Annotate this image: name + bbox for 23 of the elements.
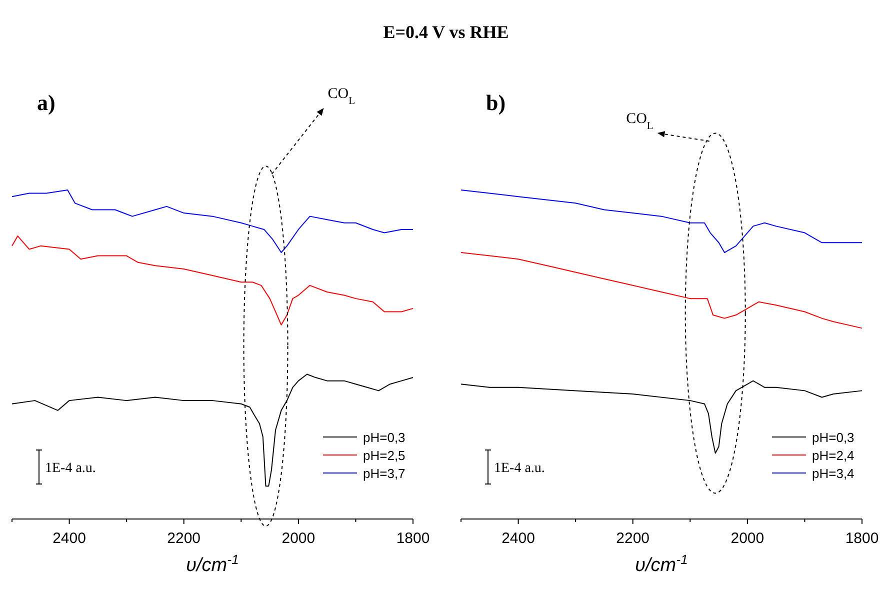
x-tick-label: 2000 bbox=[730, 530, 764, 547]
legend-label: pH=0,3 bbox=[363, 430, 406, 445]
x-axis-title: υ/cm$^{-1}$ bbox=[635, 552, 688, 576]
chart-subtitle: b) bbox=[486, 90, 506, 115]
annotation: 1E-4 a.u. bbox=[494, 461, 545, 476]
x-tick-label: 2000 bbox=[282, 530, 316, 547]
legend-label: pH=3,4 bbox=[812, 466, 854, 481]
text: CO$_{L}$ bbox=[626, 111, 654, 132]
legend-label: pH=2,5 bbox=[363, 448, 406, 463]
legend-label: pH=2,4 bbox=[812, 448, 854, 463]
annotation: 1E-4 a.u. bbox=[45, 461, 96, 476]
legend-label: pH=0,3 bbox=[812, 430, 854, 445]
chart-subtitle: a) bbox=[37, 90, 56, 115]
x-tick-label: 2400 bbox=[502, 530, 535, 547]
x-tick-label: 2400 bbox=[52, 530, 86, 547]
text: CO$_{L}$ bbox=[328, 86, 356, 106]
x-tick-label: 2200 bbox=[167, 530, 201, 547]
x-axis-title: υ/cm$^{-1}$ bbox=[186, 552, 239, 576]
legend-label: pH=3,7 bbox=[363, 466, 406, 481]
x-tick-label: 1800 bbox=[845, 530, 879, 547]
chart-title: E=0.4 V vs RHE bbox=[383, 22, 509, 42]
x-tick-label: 1800 bbox=[396, 530, 430, 547]
x-tick-label: 2200 bbox=[616, 530, 650, 547]
